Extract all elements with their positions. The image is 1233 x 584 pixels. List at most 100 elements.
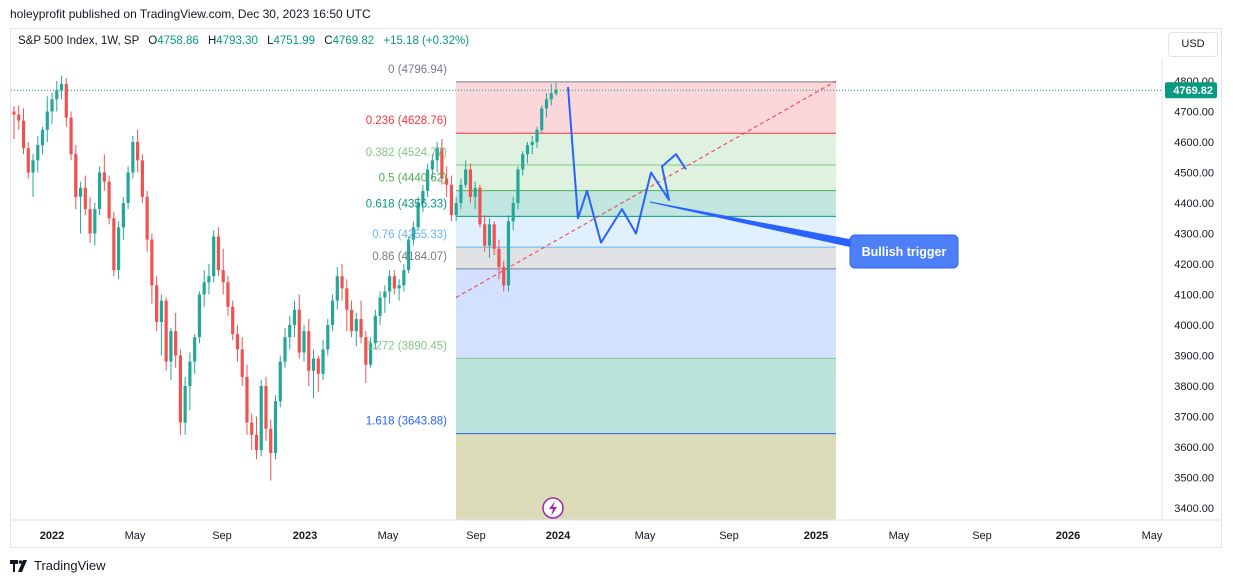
candle-body	[540, 108, 544, 130]
price-tick-label: 3400.00	[1174, 503, 1214, 515]
price-tick-label: 4100.00	[1174, 290, 1214, 302]
candle-body	[368, 343, 373, 365]
candle-body	[392, 276, 396, 289]
candle-body	[216, 236, 221, 271]
time-tick-label: May	[1142, 530, 1163, 542]
candle-body	[40, 129, 45, 146]
candle-body	[207, 276, 211, 283]
candle-body	[378, 297, 382, 316]
candle-body	[459, 184, 463, 203]
candle-body	[59, 84, 64, 91]
time-tick-label: 2025	[804, 530, 828, 542]
candle-body	[345, 288, 349, 310]
fib-zone-fill	[456, 133, 836, 165]
candle-body	[131, 142, 135, 173]
candle-body	[97, 172, 102, 210]
symbol-legend: S&P 500 Index, 1W, SP O4758.86 H4793.30 …	[18, 35, 469, 47]
symbol-name: S&P 500 Index, 1W, SP	[18, 35, 140, 47]
candle-body	[525, 145, 530, 155]
candle-body	[69, 117, 73, 155]
price-tick-label: 4500.00	[1174, 168, 1214, 180]
candle-body	[188, 361, 192, 386]
candle-body	[387, 276, 392, 292]
candle-body	[497, 248, 501, 268]
publisher-caption: holeyprofit published on TradingView.com…	[10, 7, 371, 21]
time-tick-label: Sep	[212, 530, 232, 542]
candle-body	[349, 309, 354, 332]
candle-body	[36, 145, 40, 161]
candle-body	[407, 239, 411, 271]
candle-body	[178, 355, 183, 423]
candle-body	[435, 148, 439, 161]
candle-body	[483, 224, 487, 246]
price-tick-label: 3700.00	[1174, 412, 1214, 424]
last-price-badge	[1165, 82, 1217, 99]
candle-body	[193, 337, 197, 362]
price-tick-label: 4000.00	[1174, 320, 1214, 332]
footer-brand: TradingView	[10, 558, 106, 573]
tradingview-logo-icon	[10, 559, 27, 572]
candle-body	[426, 169, 430, 191]
candle-body	[516, 169, 520, 203]
candle-body	[430, 160, 434, 170]
lightning-bolt-icon	[549, 501, 557, 516]
candle-body	[50, 99, 54, 112]
candle-body	[383, 291, 387, 298]
callout-box[interactable]	[849, 234, 959, 269]
candle-body	[402, 270, 406, 286]
change-value: +15.18 (+0.32%)	[383, 35, 470, 47]
candle-body	[535, 129, 539, 142]
time-tick-label: Sep	[719, 530, 739, 542]
candle-body	[554, 90, 558, 94]
fib-zone-fill	[456, 216, 836, 248]
candle-body	[273, 401, 278, 454]
close-value: 4769.82	[332, 35, 375, 47]
fib-level-label: 0.618 (4356.33)	[366, 198, 447, 210]
candle-body	[302, 331, 306, 353]
candle-body	[511, 203, 515, 222]
candle-body	[506, 221, 511, 286]
candle-body	[112, 218, 116, 271]
candle-body	[421, 190, 425, 203]
candle-body	[245, 376, 249, 423]
candle-body	[278, 361, 282, 402]
candle-body	[354, 318, 358, 332]
candle-body	[297, 309, 301, 353]
candle-body	[321, 349, 325, 374]
time-tick-label: May	[125, 530, 146, 542]
low-value: 4751.99	[273, 35, 316, 47]
candle-body	[288, 325, 292, 338]
candle-body	[468, 169, 473, 197]
candle-body	[102, 172, 106, 182]
close-label: C	[324, 35, 333, 47]
time-tick-label: 2022	[40, 530, 64, 542]
candle-body	[330, 300, 335, 325]
candle-body	[126, 172, 130, 203]
candle-body	[311, 358, 316, 371]
currency-button[interactable]: USD	[1168, 32, 1218, 57]
candle-body	[140, 160, 144, 197]
candle-body	[145, 196, 149, 240]
candle-body	[440, 148, 444, 179]
candle-body	[335, 276, 339, 301]
fib-level-label: 0 (4796.94)	[388, 64, 447, 76]
fib-zone-fill	[456, 358, 836, 434]
candle-body	[183, 386, 187, 423]
candle-body	[445, 178, 449, 185]
candle-body	[283, 337, 287, 362]
candle-body	[159, 300, 163, 322]
candle-body	[492, 224, 496, 249]
candle-body	[174, 331, 178, 356]
candle-body	[226, 282, 230, 307]
candle-body	[473, 187, 477, 197]
projection-path	[567, 87, 687, 244]
candle-body	[359, 318, 363, 338]
candle-body	[31, 160, 35, 173]
candle-body	[316, 358, 320, 374]
price-tick-label: 4200.00	[1174, 259, 1214, 271]
candle-body	[116, 227, 121, 271]
candle-body	[292, 309, 297, 325]
fib-level-label: 1.618 (3643.88)	[366, 416, 447, 428]
candle-body	[269, 428, 273, 454]
